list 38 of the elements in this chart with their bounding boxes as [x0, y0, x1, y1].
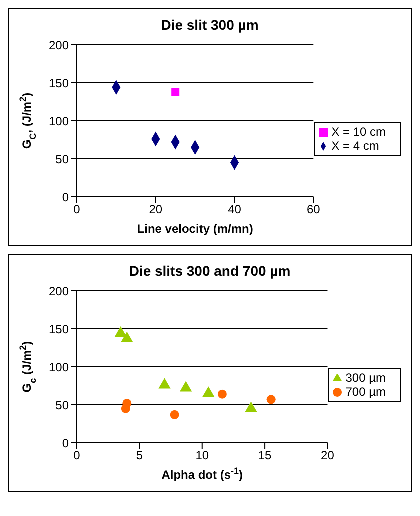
legend-label: X = 10 cm — [332, 125, 386, 139]
point — [202, 386, 215, 398]
x-tick-label: 15 — [258, 448, 272, 463]
x-axis-title: Line velocity (m/mn) — [137, 222, 254, 236]
y-tick-label: 150 — [48, 322, 70, 336]
y-tick-label: 150 — [48, 76, 70, 90]
x-tick-label: 60 — [306, 202, 321, 217]
point — [245, 402, 258, 412]
legend-label: 300 µm — [346, 371, 386, 385]
y-tick-label: 0 — [62, 436, 70, 450]
point — [266, 395, 276, 404]
y-tick-label: 200 — [48, 284, 70, 298]
y-tick-label: 100 — [48, 114, 70, 128]
y-tick-label: 50 — [56, 152, 70, 166]
x-tick-label: 40 — [228, 202, 242, 217]
x-tick-label: 0 — [74, 448, 81, 463]
point — [218, 390, 227, 399]
y-tick-label: 100 — [48, 360, 70, 374]
point — [172, 88, 180, 96]
x-tick-label: 0 — [74, 202, 81, 217]
point — [170, 410, 180, 420]
y-tick-label: 50 — [56, 398, 70, 412]
point — [158, 378, 171, 389]
x-tick-label: 20 — [321, 448, 335, 463]
point — [180, 381, 192, 392]
legend-label: X = 4 cm — [332, 139, 380, 153]
y-tick-label: 200 — [48, 38, 70, 52]
x-axis-title: Alpha dot (s$^{-1}$) — [162, 466, 244, 482]
x-tick-label: 10 — [196, 448, 210, 463]
x-tick-label: 20 — [149, 202, 163, 217]
point — [114, 326, 127, 338]
chart-title: Die slit 300 µm — [160, 17, 260, 33]
point — [121, 332, 134, 342]
x-tick-label: 5 — [136, 448, 144, 463]
legend-label: 700 µm — [346, 385, 386, 399]
point — [122, 398, 132, 408]
chart-title: Die slits 300 and 700 µm — [128, 263, 292, 279]
y-tick-label: 0 — [62, 190, 70, 204]
